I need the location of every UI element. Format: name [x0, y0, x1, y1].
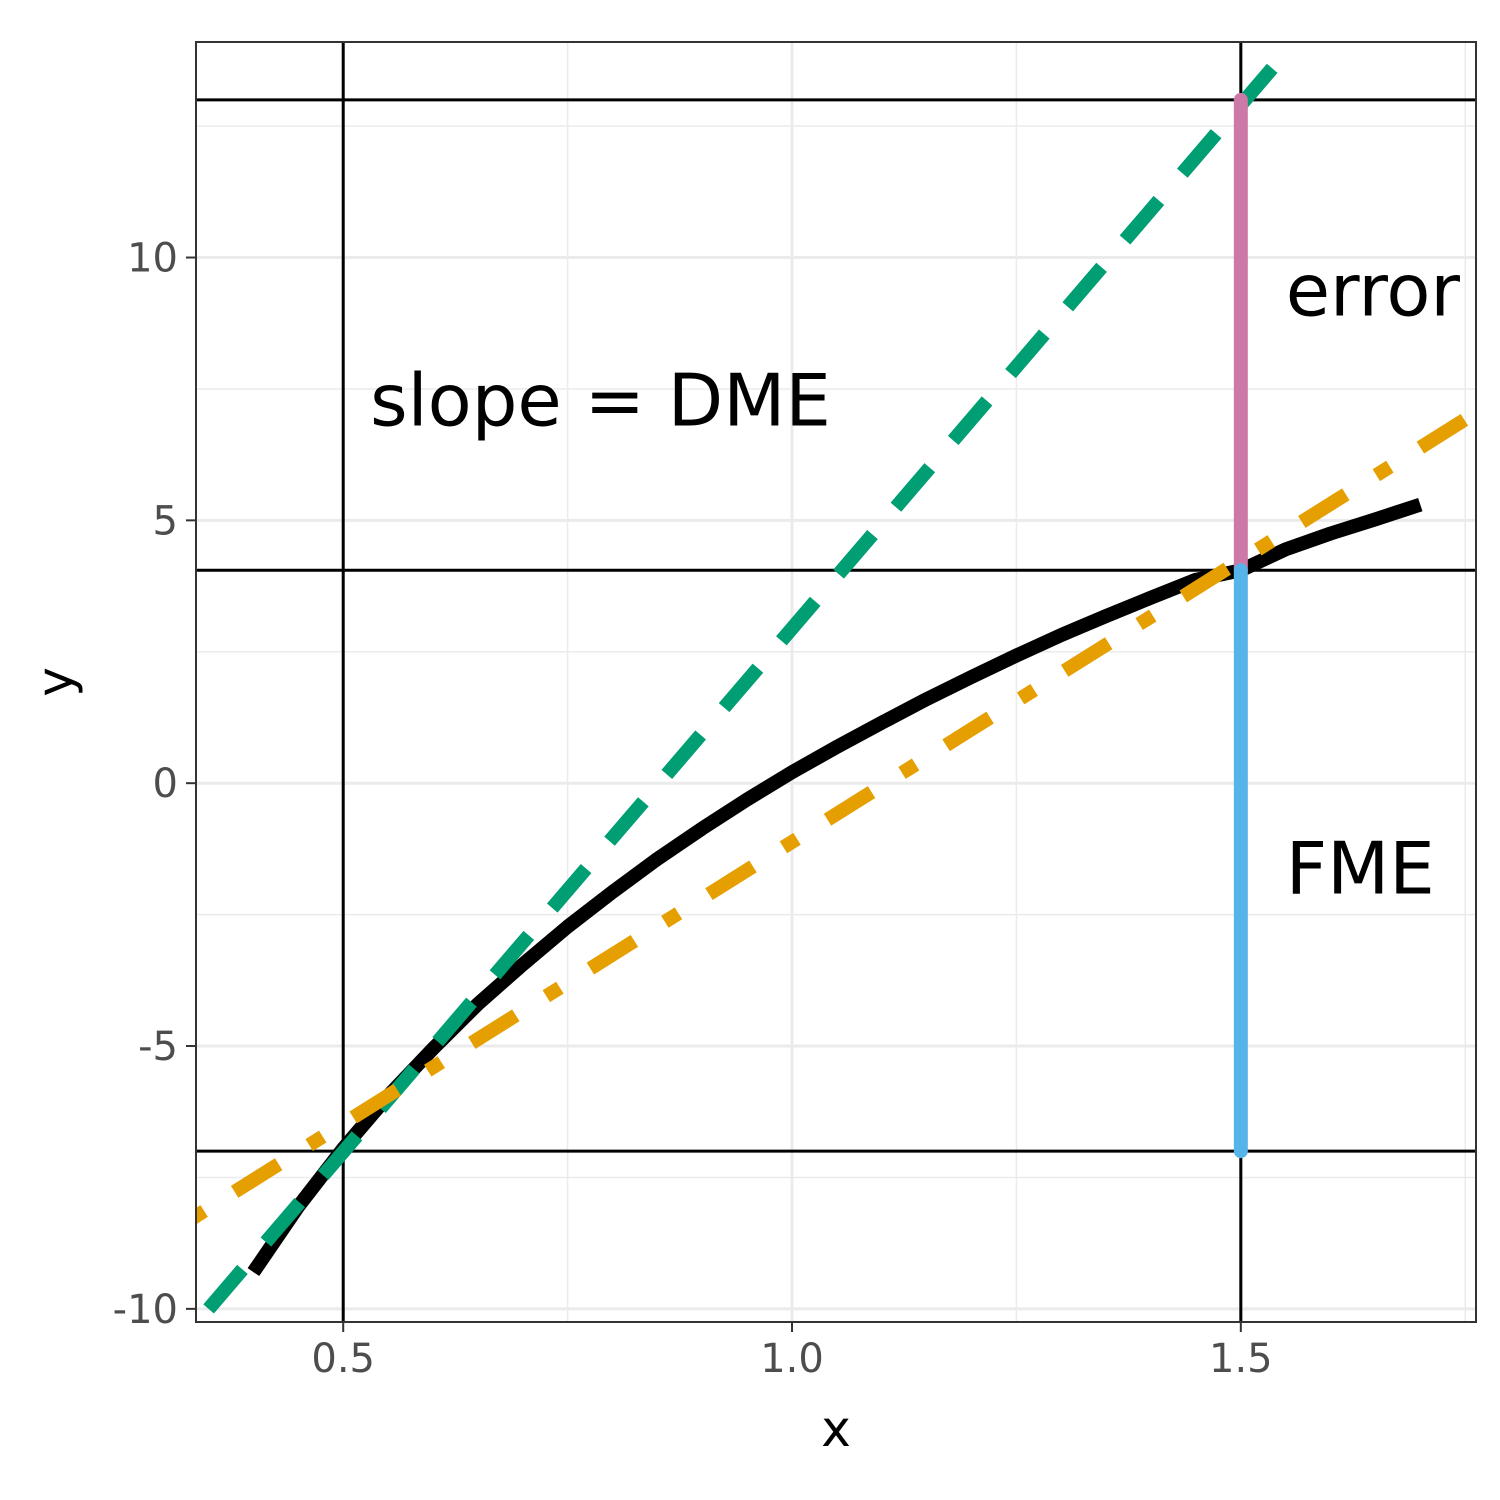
y-tick-label: -10: [113, 1287, 178, 1333]
x-axis-title: x: [821, 1400, 851, 1458]
annotation-label: slope = DME: [370, 359, 831, 443]
y-axis-title: y: [26, 667, 84, 697]
annotation-label: error: [1286, 248, 1461, 332]
annotation-label: FME: [1286, 827, 1435, 911]
panel-border: [195, 41, 1477, 1323]
y-axis-ticks: -10 -5 0 5 10: [113, 236, 196, 1333]
x-tick-label: 1.5: [1209, 1336, 1273, 1382]
x-tick-label: 0.5: [311, 1336, 375, 1382]
series-layer: [196, 63, 1476, 1314]
y-tick-label: 0: [153, 761, 178, 807]
x-tick-label: 1.0: [760, 1336, 824, 1382]
y-tick-label: 10: [127, 236, 178, 282]
y-tick-label: 5: [153, 498, 178, 544]
minor-gridlines: [196, 42, 1476, 1322]
series-line-dotdash: [196, 406, 1476, 1225]
y-tick-label: -5: [138, 1024, 178, 1070]
x-axis-ticks: 0.5 1.0 1.5: [311, 1322, 1273, 1382]
annotation-layer: slope = DME error FME: [370, 248, 1460, 910]
